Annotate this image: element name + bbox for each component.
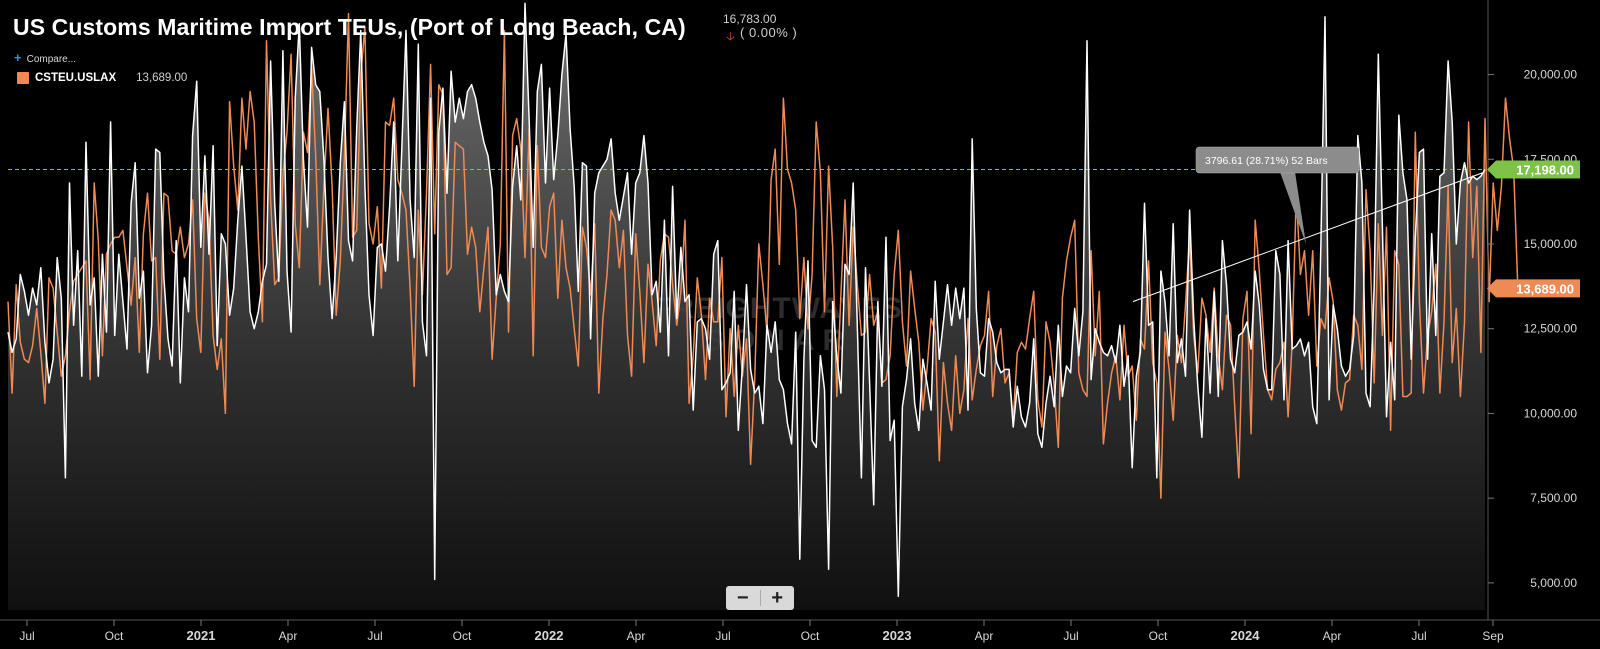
price-label-text: 13,689.00 xyxy=(1516,281,1574,296)
down-arrow-icon: 🡣 xyxy=(726,29,735,43)
x-tick-label: 2021 xyxy=(187,628,216,643)
trend-line xyxy=(1132,172,1483,303)
zoom-control: − + xyxy=(726,586,794,610)
x-tick-label: Apr xyxy=(975,629,994,643)
zoom-divider xyxy=(759,590,761,606)
legend-value: 13,689.00 xyxy=(136,72,188,84)
x-tick-label: Apr xyxy=(627,629,646,643)
y-tick-label: 15,000.00 xyxy=(1524,237,1578,251)
x-tick-label: Jul xyxy=(1411,629,1426,643)
series-line-long-beach xyxy=(7,2,1486,598)
x-tick-label: 2022 xyxy=(535,628,564,643)
zoom-out-button[interactable]: − xyxy=(736,586,749,609)
x-tick-label: Oct xyxy=(453,629,472,643)
x-tick-label: Oct xyxy=(1149,629,1168,643)
x-tick-label: Jul xyxy=(19,629,34,643)
y-tick-label: 20,000.00 xyxy=(1524,68,1578,82)
x-tick-label: Apr xyxy=(1323,629,1342,643)
price-label-bg xyxy=(1487,279,1580,298)
x-tick-label: Apr xyxy=(279,629,298,643)
y-tick-label: 12,500.00 xyxy=(1524,322,1578,336)
last-value: 16,783.00 xyxy=(723,12,777,26)
price-label-text: 17,198.00 xyxy=(1516,163,1574,178)
change-percent: ( 0.00% ) xyxy=(740,25,798,40)
x-tick-label: Sep xyxy=(1482,629,1504,643)
series-area-fill xyxy=(8,3,1485,610)
x-tick-label: 2024 xyxy=(1231,628,1261,643)
trend-callout-box xyxy=(1195,146,1360,174)
price-label-bg xyxy=(1487,160,1580,179)
y-tick-label: 5,000.00 xyxy=(1530,576,1577,590)
x-tick-label: Jul xyxy=(1063,629,1078,643)
zoom-in-button[interactable]: + xyxy=(771,586,784,609)
x-tick-label: Jul xyxy=(715,629,730,643)
series-line-csteu-uslax xyxy=(7,12,1519,499)
y-tick-label: 7,500.00 xyxy=(1530,491,1577,505)
compare-label: Compare... xyxy=(26,54,77,65)
x-tick-label: Jul xyxy=(367,629,382,643)
x-tick-label: Oct xyxy=(801,629,820,643)
plus-icon: + xyxy=(14,50,22,65)
x-tick-label: Oct xyxy=(105,629,124,643)
chart-title: US Customs Maritime Import TEUs, (Port o… xyxy=(13,14,686,40)
legend-symbol: CSTEU.USLAX xyxy=(35,72,117,84)
trend-callout-pointer xyxy=(1280,172,1306,244)
compare-button[interactable]: + Compare... xyxy=(14,50,76,65)
legend-swatch xyxy=(17,72,29,84)
y-tick-label: 10,000.00 xyxy=(1524,406,1578,420)
x-tick-label: 2023 xyxy=(883,628,912,643)
legend-item[interactable]: CSTEU.USLAX 13,689.00 xyxy=(17,72,187,84)
trend-callout-label: 3796.61 (28.71%) 52 Bars xyxy=(1205,155,1328,167)
